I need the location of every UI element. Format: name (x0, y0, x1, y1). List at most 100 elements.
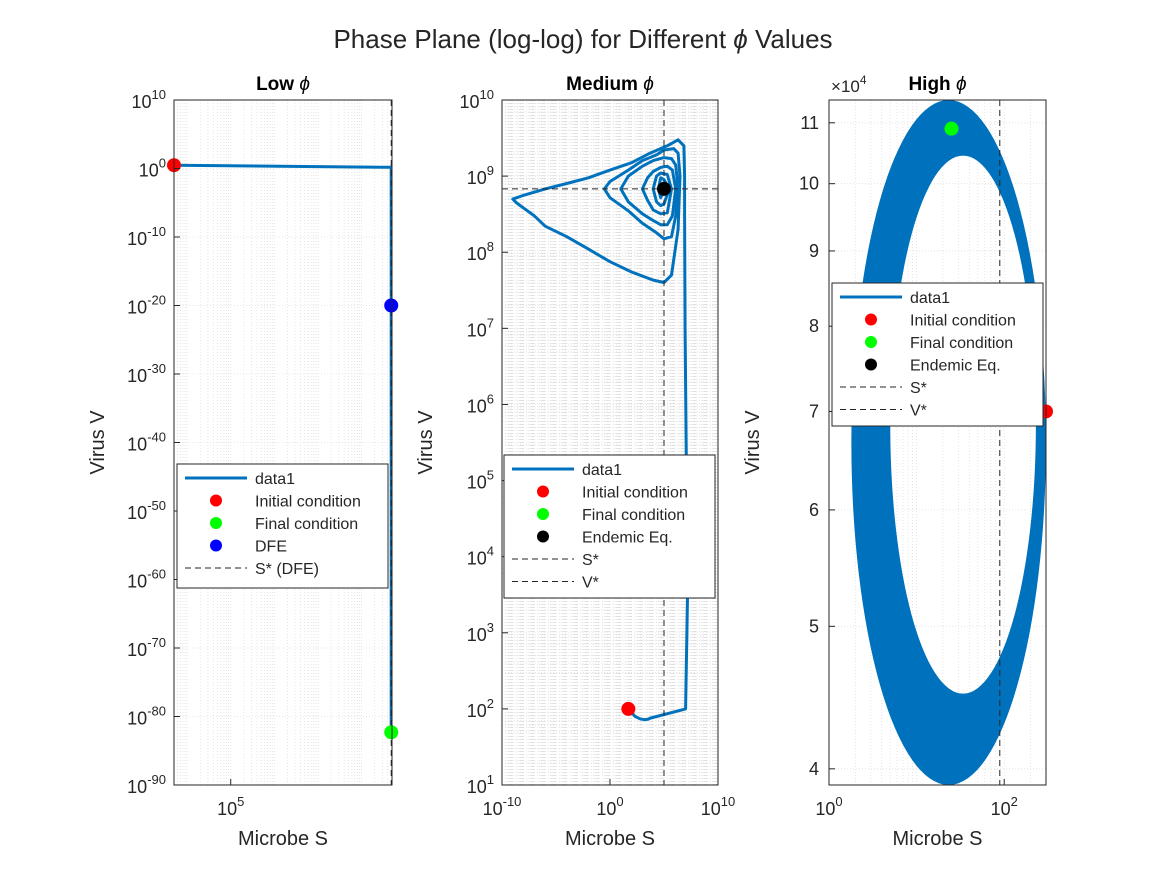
legend-entry-label: data1 (910, 290, 950, 307)
y-tick-base: 10 (467, 168, 487, 188)
y-tick-label: 106 (467, 391, 494, 416)
x-tick-base: 10 (701, 799, 721, 819)
legend-entry-label: Endemic Eq. (582, 530, 673, 547)
panel-title-phi: ϕ (956, 74, 967, 95)
y-tick-label: 107 (467, 315, 494, 340)
legend-entry-label: data1 (582, 462, 622, 479)
y-tick-label: 9 (809, 241, 819, 261)
y-tick-base: 10 (467, 777, 487, 797)
y-exponent-base: 10 (841, 77, 860, 96)
y-tick-base: 10 (127, 366, 147, 386)
x-tick-label: 100 (596, 794, 623, 819)
legend-marker-swatch (537, 508, 549, 520)
y-tick-exp: -50 (147, 498, 166, 513)
x-tick-base: 10 (483, 799, 503, 819)
plot-area (502, 100, 718, 785)
y-tick-label: 100 (139, 156, 166, 181)
legend-entry-label: Final condition (582, 507, 685, 524)
y-tick-exp: -90 (147, 772, 166, 787)
legend-marker-swatch (537, 485, 549, 498)
legend-entry-label: V* (582, 575, 599, 592)
y-tick-exp: -60 (147, 567, 166, 582)
x-axis-label: Microbe S (238, 828, 328, 850)
legend-entry-label: S* (910, 380, 927, 397)
x-tick-label: 102 (991, 794, 1018, 819)
y-tick-base: 10 (139, 161, 159, 181)
panel-title: Low ϕ (256, 74, 310, 95)
y-tick-exp: -80 (147, 704, 166, 719)
x-axis-label: Microbe S (565, 828, 655, 850)
y-tick-label: 1010 (132, 87, 167, 112)
y-tick-label: 10-30 (127, 361, 166, 386)
y-tick-label: 10-60 (127, 567, 166, 592)
initial-marker (621, 701, 636, 716)
legend: data1 Initial condition Final condition End… (503, 454, 716, 599)
y-tick-base: 10 (127, 298, 147, 318)
y-tick-base: 10 (460, 92, 480, 112)
x-axis-label: Microbe S (892, 828, 982, 850)
y-tick-base: 10 (467, 549, 487, 569)
y-tick-label: 11 (800, 113, 819, 133)
y-axis-label: Virus V (87, 410, 109, 475)
x-tick-label: 10-10 (483, 794, 522, 819)
panel-title: High ϕ (908, 74, 966, 95)
y-tick-base: 10 (127, 709, 147, 729)
x-tick-exp: 2 (1011, 794, 1018, 809)
y-tick-base: 10 (127, 435, 147, 455)
y-tick-label: 105 (467, 468, 494, 493)
legend-entry-label: Final condition (910, 335, 1013, 352)
y-tick-label: 10-20 (127, 293, 166, 318)
y-axis-label: Virus V (742, 410, 764, 475)
suptitle-phi-symbol: ϕ (733, 24, 747, 54)
dfe-marker (384, 298, 399, 313)
legend-marker-swatch (865, 313, 877, 326)
x-tick-label: 105 (217, 794, 244, 819)
legend-marker-swatch (210, 539, 222, 552)
y-tick-label: 108 (467, 239, 494, 264)
legend-marker-swatch (210, 494, 222, 507)
legend-marker-swatch (210, 517, 222, 529)
y-tick-exp: -70 (147, 635, 166, 650)
y-tick-exp: -30 (147, 361, 166, 376)
panel-1: 10-10 100 10101011021031041051061071081091… (415, 74, 735, 850)
axes-box (828, 99, 1047, 786)
plot-area (174, 100, 392, 785)
y-tick-base: 10 (127, 640, 147, 660)
legend-box (503, 454, 716, 599)
panels: 10510-9010-8010-7010-6010-5010-4010-3010… (87, 73, 1053, 850)
y-tick-exp: 4 (487, 544, 494, 559)
legend-entry-label: DFE (255, 539, 287, 556)
legend-entry-label: Endemic Eq. (910, 358, 1001, 375)
y-tick-exp: 6 (487, 391, 494, 406)
x-tick-exp: 5 (237, 794, 244, 809)
suptitle-suffix: Values (748, 24, 833, 54)
y-tick-label: 10-70 (127, 635, 166, 660)
legend: data1 Initial condition Final condition DFE… (176, 463, 389, 589)
legend-box (831, 282, 1044, 427)
y-tick-label: 7 (809, 401, 819, 421)
y-tick-exp: 9 (487, 163, 494, 178)
y-axis-label: Virus V (415, 410, 437, 475)
y-tick-label: 10-90 (127, 772, 166, 797)
y-tick-exp: 1 (487, 772, 494, 787)
legend-entry-label: S* (DFE) (255, 561, 319, 578)
y-tick-base: 10 (467, 625, 487, 645)
legend-entry-label: Initial condition (255, 494, 361, 511)
y-tick-label: 8 (809, 316, 819, 336)
y-tick-base: 10 (467, 396, 487, 416)
y-tick-base: 10 (132, 92, 152, 112)
y-tick-label: 10-50 (127, 498, 166, 523)
panel-title-phi: ϕ (299, 74, 310, 95)
y-tick-exp: 0 (159, 156, 166, 171)
final-marker (944, 121, 959, 136)
y-tick-base: 10 (467, 244, 487, 264)
trajectory-line (174, 163, 392, 733)
y-tick-label: 6 (809, 500, 819, 520)
x-tick-base: 10 (217, 799, 237, 819)
x-tick-base: 10 (815, 799, 835, 819)
y-exponent-prefix: × (831, 77, 841, 96)
y-exponent-sup: 4 (860, 73, 867, 87)
trajectory-line (511, 138, 689, 722)
y-tick-label: 109 (467, 163, 494, 188)
